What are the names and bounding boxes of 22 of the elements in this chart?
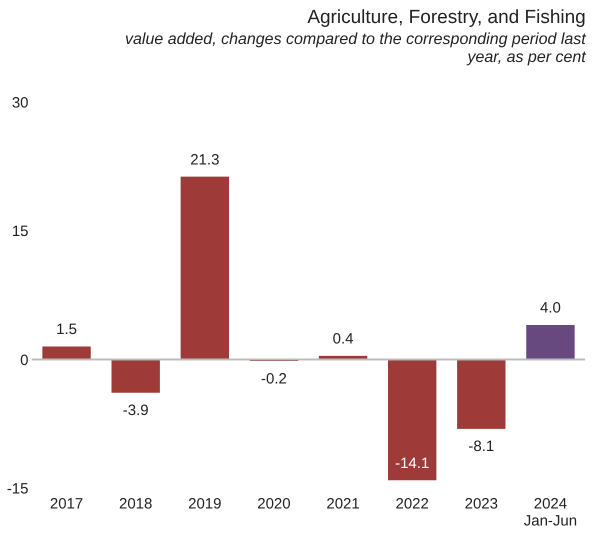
y-tick-label: 0 — [20, 352, 28, 369]
x-tick-label: 2018 — [119, 496, 152, 512]
data-label: 1.5 — [56, 321, 77, 338]
chart-title: Agriculture, Forestry, and Fishing — [307, 7, 586, 28]
data-label: 4.0 — [540, 300, 561, 317]
data-label: 21.3 — [190, 151, 220, 168]
x-tick-label: 2023 — [464, 496, 498, 512]
x-tick-label: 2021 — [326, 496, 360, 512]
data-label: -3.9 — [122, 402, 149, 420]
y-tick-label: -15 — [6, 480, 28, 498]
x-tick-label: 2022 — [396, 496, 429, 512]
x-tick-label: 2019 — [188, 496, 222, 512]
data-label: 0.4 — [332, 330, 354, 348]
x-tick-label: 2020 — [257, 496, 291, 512]
x-tick-label: 2024 Jan-Jun — [524, 496, 578, 530]
y-tick-label: 30 — [12, 94, 28, 112]
x-tick-label: 2017 — [50, 496, 84, 512]
chart-subtitle: value added, changes compared to the corresponding period last year, as per cent — [125, 31, 586, 66]
y-tick-label: 15 — [12, 223, 28, 240]
data-label: -8.1 — [468, 438, 494, 456]
data-label: -14.1 — [395, 454, 430, 472]
data-label: -0.2 — [261, 370, 287, 388]
